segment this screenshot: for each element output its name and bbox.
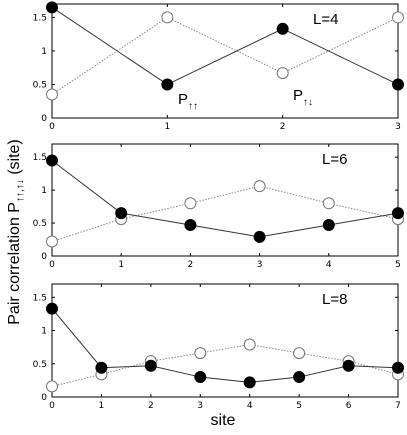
x-tick-label: 4 — [247, 401, 253, 411]
filled-circle-point — [392, 361, 404, 374]
panel-3: 0 1 2 3 4 5 6 7 0 0.5 1 1.5 L=8 — [33, 283, 404, 411]
y-tick-label: 1.5 — [33, 13, 47, 23]
series-line-open — [51, 185, 399, 242]
x-tick-label: 0 — [49, 260, 55, 270]
series-line-open — [51, 343, 399, 387]
x-tick-label: 1 — [118, 260, 124, 270]
open-circle-point — [194, 347, 207, 360]
filled-circle-point — [293, 371, 306, 384]
open-circle-point — [184, 197, 197, 210]
panel-2: 0 1 2 3 4 5 0 0.5 1 1.5 L=6 — [33, 143, 404, 270]
filled-circle-point — [322, 219, 335, 232]
filled-circle-point — [392, 207, 404, 220]
y-tick-label: 0 — [41, 393, 47, 403]
y-tick-label: 1 — [41, 327, 47, 337]
open-circle-point — [276, 67, 289, 80]
x-tick-label: 0 — [49, 401, 55, 411]
filled-circle-point — [46, 302, 58, 315]
filled-circle-point — [276, 22, 289, 35]
x-tick-label: 3 — [257, 260, 263, 270]
series-label: P↑↑ — [178, 91, 198, 112]
y-axis-label: Pair correlation P↑↑,↑↓ (site) — [6, 139, 26, 325]
filled-circle-point — [46, 1, 58, 14]
y-tick-label: 0.5 — [33, 360, 47, 370]
filled-circle-point — [392, 78, 404, 91]
series-line-filled — [51, 6, 399, 86]
open-circle-point — [253, 180, 266, 193]
x-axis-label: site — [211, 412, 236, 429]
y-tick-label: 1.5 — [33, 153, 47, 163]
x-tick-label: 6 — [346, 401, 352, 411]
plot-frame — [51, 143, 399, 257]
open-circle-point — [46, 380, 58, 393]
x-tick-label: 3 — [197, 401, 203, 411]
filled-circle-point — [184, 219, 197, 232]
y-tick-label: 1.5 — [33, 293, 47, 303]
filled-circle-point — [144, 359, 157, 372]
x-tick-label: 3 — [395, 122, 401, 132]
open-circle-point — [243, 338, 256, 351]
x-tick-label: 7 — [395, 401, 401, 411]
filled-circle-point — [342, 359, 355, 372]
filled-circle-point — [95, 361, 108, 374]
filled-circle-point — [161, 78, 174, 91]
y-tick-label: 1 — [41, 47, 47, 57]
panel-1: 0 1 2 3 0 0.5 1 1.5 L=4 P↑↑ P↑↓ — [33, 1, 404, 132]
x-tick-label: 4 — [326, 260, 332, 270]
y-tick-label: 0 — [41, 114, 47, 124]
y-tick-label: 0 — [41, 252, 47, 262]
x-tick-label: 2 — [148, 401, 154, 411]
x-tick-label: 5 — [395, 260, 401, 270]
filled-circle-point — [253, 230, 266, 243]
filled-circle-point — [115, 207, 128, 220]
x-tick-label: 1 — [164, 122, 170, 132]
series-label: P↑↓ — [293, 87, 313, 108]
series-line-filled — [51, 160, 399, 238]
open-circle-point — [293, 347, 306, 360]
y-tick-label: 0.5 — [33, 219, 47, 229]
filled-circle-point — [46, 154, 58, 167]
open-circle-point — [46, 235, 58, 248]
y-tick-label: 0.5 — [33, 80, 47, 90]
x-tick-label: 0 — [49, 122, 55, 132]
open-circle-point — [322, 197, 335, 210]
open-circle-point — [161, 11, 174, 24]
series-line-filled — [51, 308, 399, 383]
x-tick-label: 1 — [99, 401, 105, 411]
filled-circle-point — [194, 371, 207, 384]
x-tick-label: 5 — [296, 401, 302, 411]
y-tick-label: 1 — [41, 186, 47, 196]
panel-annotation: L=4 — [313, 11, 338, 28]
panel-annotation: L=8 — [322, 291, 347, 308]
x-tick-label: 2 — [280, 122, 286, 132]
panel-annotation: L=6 — [322, 151, 347, 168]
plot-frame — [51, 3, 399, 119]
series-line-open — [51, 16, 399, 95]
open-circle-point — [392, 11, 404, 24]
plot-frame — [51, 283, 399, 398]
open-circle-point — [46, 88, 58, 101]
filled-circle-point — [243, 376, 256, 389]
x-tick-label: 2 — [188, 260, 194, 270]
